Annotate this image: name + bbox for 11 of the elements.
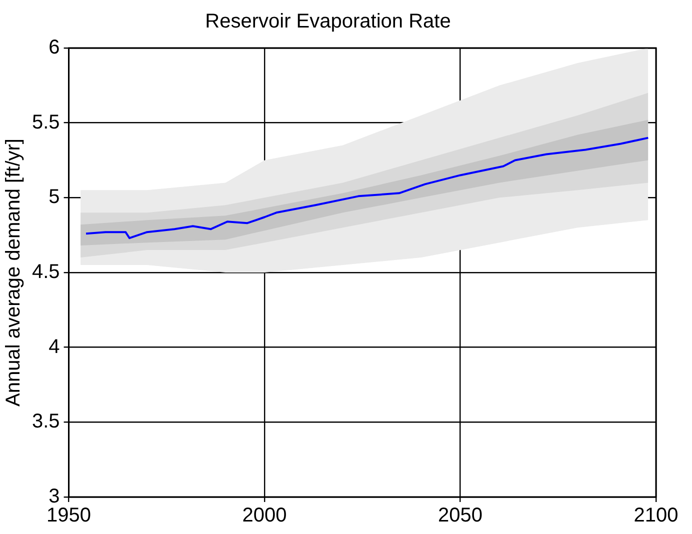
y-tick-label: 6 [48,36,60,59]
chart-title: Reservoir Evaporation Rate [205,10,451,33]
y-tick-label: 4 [48,336,60,358]
x-tick-label: 2100 [634,504,678,527]
y-tick-label: 5 [48,186,60,208]
x-tick-label: 2050 [438,504,483,527]
y-tick-label: 3.5 [32,410,60,433]
y-tick-label: 5.5 [32,111,60,134]
y-axis-title: Annual average demand [ft/yr] [2,138,25,406]
y-tick-label: 4.5 [32,261,60,284]
x-tick-label: 2000 [242,504,287,527]
